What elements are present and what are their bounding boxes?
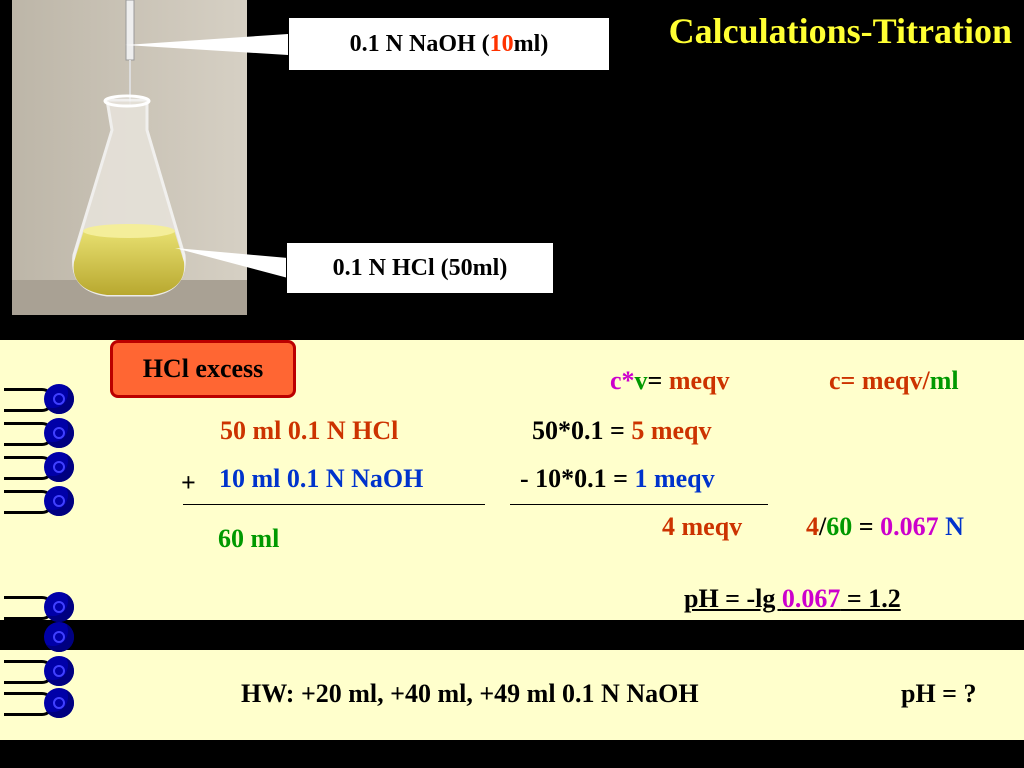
ph-prefix: pH = -lg — [684, 584, 782, 613]
homework-panel — [0, 650, 1024, 740]
formula-equals: = — [647, 366, 669, 395]
hcl-meqv-calc: 50*0.1 = — [532, 416, 632, 445]
homework-question: pH = ? — [901, 679, 977, 708]
conc-unit: N — [938, 512, 964, 541]
naoh-callout-prefix: 0.1 N NaOH ( — [349, 31, 490, 57]
spiral-binding-bottom — [0, 588, 80, 728]
hcl-callout-text: 0.1 N HCl (50ml) — [332, 255, 508, 281]
naoh-callout: 0.1 N NaOH (10 ml) — [288, 17, 610, 71]
formula-c: c* — [610, 366, 635, 395]
formula-c-meqv: c= meqv/ — [829, 366, 930, 395]
flask-photo — [12, 0, 247, 315]
ph-value: 0.067 — [781, 584, 841, 613]
hcl-excess-badge: HCl excess — [110, 340, 296, 398]
naoh-meqv-value: 1 meqv — [634, 464, 715, 493]
meqv-difference-rule — [510, 504, 768, 505]
hcl-callout: 0.1 N HCl (50ml) — [286, 242, 554, 294]
conc-numerator: 4 — [806, 512, 819, 541]
formula-ml: ml — [929, 366, 959, 395]
homework-text: HW: +20 ml, +40 ml, +49 ml 0.1 N NaOH — [241, 679, 699, 708]
conc-value: 0.067 — [880, 512, 939, 541]
concentration-result: 4/60 = 0.067 N — [806, 512, 964, 542]
naoh-callout-volume: 10 — [489, 31, 514, 57]
spiral-binding-top — [0, 380, 80, 530]
naoh-volume-line: 10 ml 0.1 N NaOH — [219, 464, 424, 493]
conc-equals: = — [852, 512, 881, 541]
remaining-meqv: 4 meqv — [662, 512, 743, 541]
callout-lines — [125, 34, 288, 278]
conc-denominator: 60 — [826, 512, 853, 541]
formula-concentration: c= meqv/ml — [829, 366, 959, 396]
ph-suffix: = 1.2 — [840, 584, 901, 613]
erlenmeyer-flask-illustration — [12, 0, 247, 315]
formula-v: v — [634, 366, 648, 395]
volume-sum-rule — [183, 504, 485, 505]
naoh-meqv-line: - 10*0.1 = 1 meqv — [520, 464, 715, 494]
naoh-meqv-calc: - 10*0.1 = — [520, 464, 635, 493]
total-volume: 60 ml — [218, 524, 280, 553]
hcl-meqv-value: 5 meqv — [631, 416, 712, 445]
formula-meqv-term: meqv — [668, 366, 730, 395]
hcl-volume-line: 50 ml 0.1 N HCl — [220, 416, 399, 445]
hcl-meqv-line: 50*0.1 = 5 meqv — [532, 416, 712, 446]
ph-result: pH = -lg 0.067 = 1.2 — [684, 584, 901, 614]
conc-slash: / — [819, 512, 827, 541]
slide-title: Calculations-Titration — [668, 11, 1012, 51]
plus-sign: + — [181, 468, 196, 497]
formula-meqv: c*v= meqv — [610, 366, 730, 396]
naoh-callout-suffix: ml) — [513, 31, 549, 57]
